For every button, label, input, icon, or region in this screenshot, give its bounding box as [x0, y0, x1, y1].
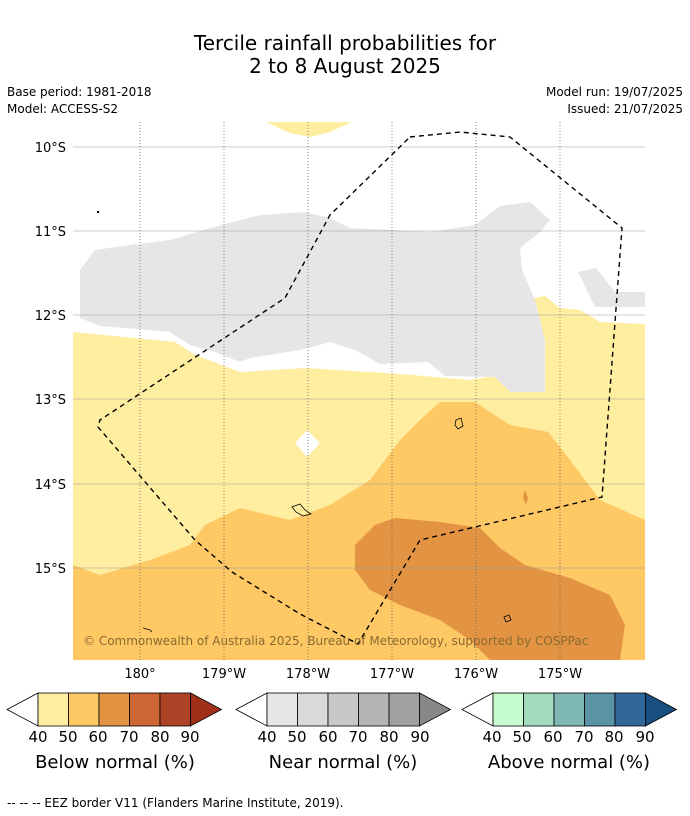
- lat-label-13s: 13°S: [35, 393, 66, 408]
- above-tick-70: 70: [574, 728, 594, 746]
- lat-gridlines: [73, 146, 645, 569]
- below-colorbar-low-extend: [6, 692, 39, 727]
- model-run: Model run: 19/07/2025: [545, 85, 683, 99]
- below-tick-50: 50: [58, 728, 78, 746]
- below-tick-90: 90: [180, 728, 200, 746]
- near-tick-70: 70: [348, 728, 368, 746]
- small-orange-patch: [523, 490, 528, 505]
- eez-border: [97, 131, 623, 645]
- below-tick-40: 40: [28, 728, 48, 746]
- below-normal-title: Below normal (%): [35, 752, 195, 773]
- above-tick-60: 60: [543, 728, 563, 746]
- below-colorbar-bin-40: [37, 692, 69, 727]
- near-colorbar-bin-60: [327, 692, 359, 727]
- lon-labels: 180° 179°W 178°W 177°W 176°W 175°W: [124, 667, 582, 682]
- colorbars: [6, 692, 678, 727]
- copyright-text: © Commonwealth of Australia 2025, Bureau…: [83, 634, 588, 648]
- near-colorbar-bin-80: [388, 692, 420, 727]
- map-title: Tercile rainfall probabilities for 2 to …: [0, 32, 690, 78]
- eez-footnote: -- -- -- EEZ border V11 (Flanders Marine…: [7, 796, 344, 810]
- lon-label-176w: 176°W: [454, 667, 498, 682]
- title-line-2: 2 to 8 August 2025: [249, 54, 441, 78]
- below-colorbar-bin-70: [129, 692, 161, 727]
- near-tick-80: 80: [379, 728, 399, 746]
- lat-label-10s: 10°S: [35, 141, 66, 156]
- near-tick-50: 50: [287, 728, 307, 746]
- near-tick-90: 90: [410, 728, 430, 746]
- lon-label-179w: 179°W: [202, 667, 246, 682]
- above-colorbar-high-extend: [645, 692, 678, 727]
- below-tick-80: 80: [150, 728, 170, 746]
- lat-labels: 10°S 11°S 12°S 13°S 14°S 15°S: [35, 141, 66, 577]
- above-tick-40: 40: [482, 728, 502, 746]
- below-normal-40-north: [266, 122, 352, 137]
- above-colorbar-bin-50: [523, 692, 555, 727]
- above-tick-50: 50: [512, 728, 532, 746]
- map-area: © Commonwealth of Australia 2025, Bureau…: [73, 122, 645, 660]
- below-colorbar-bin-60: [98, 692, 130, 727]
- above-colorbar-low-extend: [461, 692, 494, 727]
- lat-label-14s: 14°S: [35, 478, 66, 493]
- islands: [142, 417, 512, 633]
- below-normal-60-region: [355, 518, 625, 660]
- near-colorbar-low-extend: [235, 692, 268, 727]
- meta-left: Base period: 1981-2018 Model: ACCESS-S2: [7, 84, 152, 118]
- lat-label-15s: 15°S: [35, 562, 66, 577]
- above-tick-90: 90: [635, 728, 655, 746]
- base-period: Base period: 1981-2018: [7, 85, 152, 99]
- above-normal-title: Above normal (%): [487, 752, 651, 773]
- lat-label-11s: 11°S: [35, 225, 66, 240]
- below-tick-70: 70: [119, 728, 139, 746]
- model-name: Model: ACCESS-S2: [7, 102, 119, 116]
- near-tick-40: 40: [257, 728, 277, 746]
- near-colorbar-high-extend: [419, 692, 452, 727]
- near-normal-40-region: [80, 202, 550, 392]
- above-tick-80: 80: [604, 728, 624, 746]
- lon-label-175w: 175°W: [538, 667, 582, 682]
- below-colorbar-high-extend: [190, 692, 223, 727]
- above-colorbar-bin-70: [584, 692, 616, 727]
- below-colorbar-bin-80: [159, 692, 191, 727]
- near-normal-title: Near normal (%): [268, 752, 418, 773]
- near-normal-40-east: [578, 268, 645, 307]
- issued-date: Issued: 21/07/2025: [567, 102, 683, 116]
- near-colorbar-bin-50: [297, 692, 329, 727]
- small-island-dot: [97, 211, 99, 213]
- meta-right: Model run: 19/07/2025 Issued: 21/07/2025: [546, 84, 683, 118]
- near-colorbar-bin-40: [266, 692, 298, 727]
- above-colorbar-bin-60: [553, 692, 585, 727]
- above-colorbar-bin-40: [492, 692, 524, 727]
- near-tick-60: 60: [318, 728, 338, 746]
- lon-label-180: 180°: [124, 667, 155, 682]
- below-tick-60: 60: [88, 728, 108, 746]
- near-colorbar-bin-70: [358, 692, 390, 727]
- lon-label-177w: 177°W: [370, 667, 414, 682]
- below-colorbar-bin-50: [68, 692, 100, 727]
- title-line-1: Tercile rainfall probabilities for: [193, 31, 497, 55]
- no-signal-patch: [295, 430, 320, 457]
- lat-label-12s: 12°S: [35, 309, 66, 324]
- above-colorbar-bin-80: [614, 692, 646, 727]
- lon-label-178w: 178°W: [286, 667, 330, 682]
